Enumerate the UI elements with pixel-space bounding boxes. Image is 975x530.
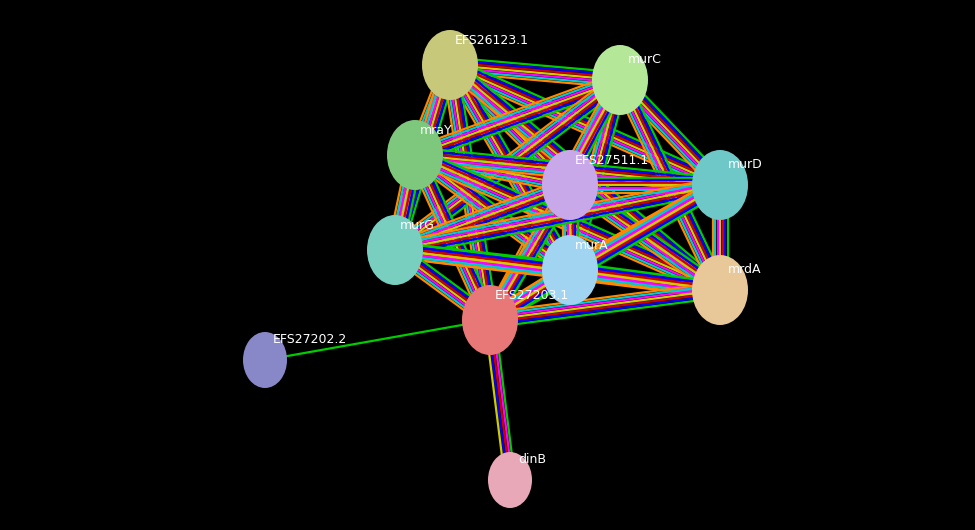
Text: mraY: mraY — [420, 124, 452, 137]
Ellipse shape — [692, 150, 748, 220]
Ellipse shape — [542, 150, 598, 220]
Ellipse shape — [387, 120, 443, 190]
Ellipse shape — [592, 45, 648, 115]
Text: EFS27203.1: EFS27203.1 — [495, 289, 569, 302]
Text: EFS27511.1: EFS27511.1 — [575, 154, 649, 167]
Text: EFS26123.1: EFS26123.1 — [455, 34, 529, 47]
Text: murC: murC — [628, 53, 662, 66]
Ellipse shape — [542, 235, 598, 305]
Ellipse shape — [422, 30, 478, 100]
Ellipse shape — [488, 452, 532, 508]
Ellipse shape — [692, 255, 748, 325]
Text: murD: murD — [728, 158, 762, 171]
Text: dinB: dinB — [518, 453, 546, 466]
Ellipse shape — [367, 215, 423, 285]
Text: EFS27202.2: EFS27202.2 — [273, 333, 347, 346]
Text: murA: murA — [575, 239, 608, 252]
Text: murG: murG — [400, 219, 435, 232]
Text: mrdA: mrdA — [728, 263, 761, 276]
Ellipse shape — [462, 285, 518, 355]
Ellipse shape — [243, 332, 287, 388]
